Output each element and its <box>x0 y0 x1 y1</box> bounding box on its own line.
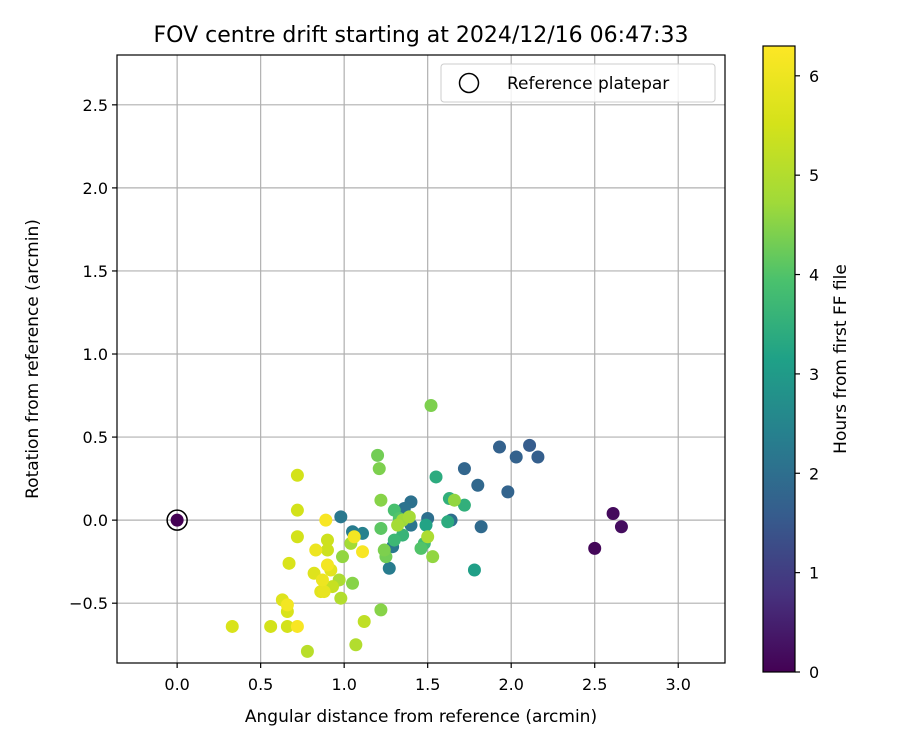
data-point <box>372 462 386 476</box>
y-tick-label: 0.0 <box>83 511 108 530</box>
data-point <box>402 510 416 524</box>
data-point <box>426 550 440 564</box>
data-point <box>471 478 485 492</box>
plot-frame <box>116 54 726 664</box>
data-point <box>414 541 428 555</box>
data-point <box>334 591 348 605</box>
x-tick-label: 1.5 <box>415 675 440 694</box>
data-point <box>457 462 471 476</box>
data-point <box>334 510 348 524</box>
colorbar-gradient <box>763 46 795 672</box>
colorbar-tick-label: 1 <box>809 564 819 583</box>
legend: Reference platepar <box>440 63 716 103</box>
data-point <box>457 498 471 512</box>
x-axis-ticks: 0.0 0.5 1.0 1.5 2.0 2.5 3.0 <box>164 663 691 694</box>
colorbar-tick-label: 3 <box>809 365 819 384</box>
y-tick-label: 1.5 <box>83 262 108 281</box>
data-point <box>315 573 329 587</box>
x-tick-label: 0.5 <box>248 675 273 694</box>
x-tick-label: 2.0 <box>498 675 523 694</box>
data-point <box>377 543 391 557</box>
colorbar-label: Hours from first FF file <box>831 264 851 454</box>
colorbar-tick-label: 0 <box>809 663 819 682</box>
data-point <box>320 543 334 557</box>
data-point <box>349 638 363 652</box>
reference-marker-layer <box>166 509 188 531</box>
data-point <box>421 530 435 544</box>
x-tick-label: 3.0 <box>666 675 691 694</box>
data-point <box>225 619 239 633</box>
y-tick-label: 2.0 <box>83 179 108 198</box>
y-tick-label: 1.0 <box>83 345 108 364</box>
data-point <box>606 506 620 520</box>
grid-lines <box>117 55 725 663</box>
data-point <box>320 558 334 572</box>
data-point <box>317 585 331 599</box>
legend-entry-reference-platepar: Reference platepar <box>507 74 669 94</box>
colorbar-frame <box>762 45 796 673</box>
colorbar-tick-label: 4 <box>809 266 819 285</box>
colorbar-tick-label: 5 <box>809 166 819 185</box>
data-point <box>391 518 405 532</box>
y-axis-ticks: −0.5 0.0 0.5 1.0 1.5 2.0 2.5 <box>69 96 117 613</box>
data-point <box>387 533 401 547</box>
data-point <box>280 598 294 612</box>
data-point <box>614 520 628 534</box>
data-point <box>290 468 304 482</box>
x-axis-label: Angular distance from reference (arcmin) <box>245 707 597 727</box>
data-point <box>424 399 438 413</box>
data-point <box>447 493 461 507</box>
data-point <box>371 448 385 462</box>
data-point <box>588 541 602 555</box>
data-point <box>280 619 294 633</box>
data-point <box>290 503 304 517</box>
data-point <box>374 521 388 535</box>
y-tick-label: 2.5 <box>83 96 108 115</box>
data-point <box>493 440 507 454</box>
data-point <box>319 513 333 527</box>
data-point <box>347 530 361 544</box>
data-point <box>356 545 370 559</box>
data-point <box>382 561 396 575</box>
legend-box <box>440 63 716 103</box>
data-point <box>531 450 545 464</box>
data-point <box>357 614 371 628</box>
data-point <box>264 619 278 633</box>
y-tick-label: −0.5 <box>69 594 108 613</box>
data-point <box>467 563 481 577</box>
reference-platepar-marker <box>166 509 188 531</box>
data-point <box>346 576 360 590</box>
data-point <box>429 470 443 484</box>
colorbar-tick-label: 2 <box>809 464 819 483</box>
data-point <box>374 603 388 617</box>
colorbar-ticks: 0 1 2 3 4 5 6 <box>795 67 819 682</box>
colorbar: 0 1 2 3 4 5 6 Hours from first FF file <box>762 45 851 682</box>
x-tick-label: 1.0 <box>331 675 356 694</box>
y-tick-label: 0.5 <box>83 428 108 447</box>
chart-title: FOV centre drift starting at 2024/12/16 … <box>154 23 689 48</box>
x-tick-label: 0.0 <box>164 675 189 694</box>
data-point <box>441 515 455 529</box>
data-points <box>170 399 628 658</box>
x-tick-label: 2.5 <box>582 675 607 694</box>
data-point <box>282 556 296 570</box>
data-point <box>335 550 349 564</box>
data-point <box>320 533 334 547</box>
data-point <box>509 450 523 464</box>
data-point <box>170 513 184 527</box>
data-point <box>501 485 515 499</box>
data-point <box>419 518 433 532</box>
data-point <box>300 644 314 658</box>
data-point <box>474 520 488 534</box>
data-point <box>309 543 323 557</box>
data-point <box>374 493 388 507</box>
data-point <box>290 619 304 633</box>
data-point <box>290 530 304 544</box>
legend-reference-marker <box>458 72 480 94</box>
colorbar-tick-label: 6 <box>809 67 819 86</box>
data-point <box>523 438 537 452</box>
y-axis-label: Rotation from reference (arcmin) <box>23 219 43 499</box>
